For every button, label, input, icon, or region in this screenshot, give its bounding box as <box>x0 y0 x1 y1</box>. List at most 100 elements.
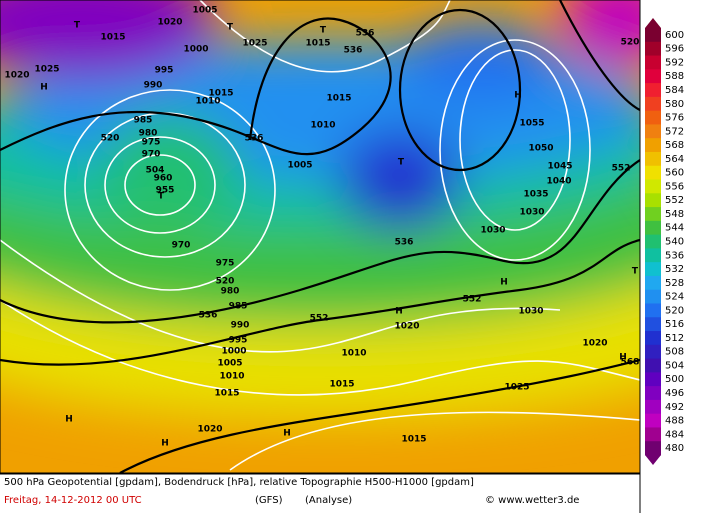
scale-swatch <box>645 165 661 181</box>
scale-label: 572 <box>665 126 684 137</box>
scale-label: 556 <box>665 181 684 192</box>
scale-swatch <box>645 41 661 57</box>
scale-swatch <box>645 358 661 373</box>
map-label: 970 <box>142 150 161 160</box>
scale-label: 584 <box>665 85 684 96</box>
map-label: 536 <box>356 29 375 39</box>
map-label: 552 <box>310 314 329 324</box>
scale-swatch <box>645 399 661 415</box>
scale-swatch <box>645 317 661 332</box>
map-label: 536 <box>245 134 264 144</box>
scale-label: 564 <box>665 154 684 165</box>
map-label: 520 <box>216 277 235 287</box>
scale-label: 532 <box>665 264 684 275</box>
map-label: H <box>161 439 169 449</box>
map-label: 1015 <box>401 435 426 445</box>
map-label: H <box>65 415 73 425</box>
map-label: 536 <box>395 238 414 248</box>
map-label: T <box>227 23 234 33</box>
map-label: T <box>320 26 327 36</box>
map-label: 995 <box>155 66 174 76</box>
map-label: 1020 <box>4 71 29 81</box>
map-label: 552 <box>463 295 482 305</box>
scale-bottom-arrow <box>645 455 661 465</box>
map-label: H <box>619 353 627 363</box>
scale-label: 580 <box>665 99 684 110</box>
map: T 1015 1020 1005 T 1025 1000 1020 1025 H 995 990 101… <box>0 0 640 473</box>
scale-label: 524 <box>665 292 684 303</box>
map-label: 1050 <box>528 144 553 154</box>
scale-swatch <box>645 303 661 318</box>
scale-label: 592 <box>665 57 684 68</box>
scale-label: 568 <box>665 140 684 151</box>
map-label: 1015 <box>208 89 233 99</box>
map-label: 1025 <box>242 39 267 49</box>
map-label: 1000 <box>183 45 208 55</box>
map-label: 960 <box>154 174 173 184</box>
scale-swatch <box>645 138 661 153</box>
scale-swatch <box>645 372 661 387</box>
scale-swatch <box>645 248 661 263</box>
map-label: 990 <box>231 321 250 331</box>
map-label: T <box>398 158 405 168</box>
scale-label: 520 <box>665 305 684 316</box>
scale-swatch <box>645 427 661 442</box>
map-label: 536 <box>199 311 218 321</box>
map-label: 1010 <box>195 97 220 107</box>
scale-swatch <box>645 179 661 194</box>
map-label: 1005 <box>287 161 312 171</box>
map-label: 1020 <box>394 322 419 332</box>
map-label: 504 <box>146 166 165 176</box>
map-label: H <box>500 278 508 288</box>
map-label: 1030 <box>519 208 544 218</box>
map-label: 1015 <box>326 94 351 104</box>
scale-label: 548 <box>665 209 684 220</box>
isobars <box>0 0 640 471</box>
map-label: 1035 <box>523 190 548 200</box>
map-label: 1030 <box>518 307 543 317</box>
scale-swatch <box>645 96 661 112</box>
map-label: 520 <box>101 134 120 144</box>
scale-swatch <box>645 207 661 222</box>
scale-label: 544 <box>665 223 684 234</box>
scale-swatch <box>645 234 661 249</box>
map-label: 1015 <box>214 389 239 399</box>
map-label: 520 <box>621 38 640 48</box>
map-label: 1055 <box>519 119 544 129</box>
geopotential-lines <box>0 0 640 473</box>
scale-swatch <box>645 262 661 277</box>
scale-swatch <box>645 344 661 360</box>
map-label: 1015 <box>305 39 330 49</box>
scale-swatch <box>645 55 661 70</box>
map-label: 1010 <box>310 121 335 131</box>
scale-swatch <box>645 331 661 346</box>
scale-label: 536 <box>665 250 684 261</box>
scale-label: 576 <box>665 113 684 124</box>
map-label: 1005 <box>192 6 217 16</box>
map-label: H <box>514 91 522 101</box>
scale-swatch <box>645 413 661 428</box>
map-label: 1030 <box>480 226 505 236</box>
scale-label: 588 <box>665 71 684 82</box>
map-label: 970 <box>172 241 191 251</box>
scale-swatch <box>645 275 661 291</box>
map-label: 955 <box>156 186 175 196</box>
map-label: H <box>40 83 48 93</box>
map-label: H <box>395 307 403 317</box>
map-label: 1025 <box>504 383 529 393</box>
scale-label: 508 <box>665 347 684 358</box>
scale-label: 540 <box>665 237 684 248</box>
scale-swatch <box>645 28 661 43</box>
footer-credit: © www.wetter3.de <box>485 495 579 506</box>
map-label: 1025 <box>34 65 59 75</box>
map-label: 985 <box>134 116 153 126</box>
scale-label: 492 <box>665 402 684 413</box>
scale-label: 516 <box>665 319 684 330</box>
footer-mode: (Analyse) <box>305 495 352 506</box>
scale-swatch <box>645 110 661 125</box>
map-label: 536 <box>344 46 363 56</box>
map-label: 1010 <box>219 372 244 382</box>
map-label: H <box>283 429 291 439</box>
scale-swatch <box>645 441 661 456</box>
